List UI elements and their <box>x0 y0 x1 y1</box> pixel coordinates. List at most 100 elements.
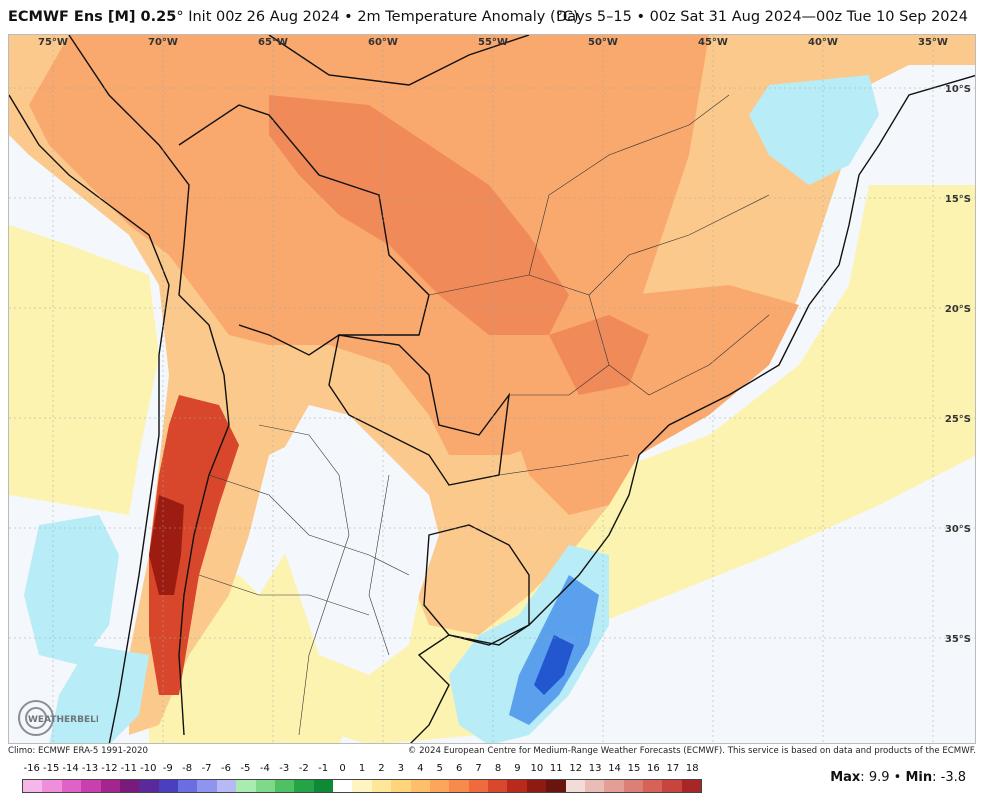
map-title: ECMWF Ens [M] 0.25° Init 00z 26 Aug 2024… <box>8 9 579 25</box>
color-scale-tick: -12 <box>101 763 118 774</box>
color-swatch <box>119 780 140 792</box>
color-scale-tick: 0 <box>339 763 346 774</box>
min-value: -3.8 <box>940 770 966 785</box>
color-swatch <box>294 780 314 792</box>
title-separator: • <box>344 9 353 25</box>
color-swatch <box>178 780 198 792</box>
color-swatch <box>313 780 333 792</box>
brazil-north-border <box>268 35 530 86</box>
color-swatch <box>449 780 469 792</box>
color-scale-tick: -6 <box>221 763 231 774</box>
lat-label-35s: 35°S <box>945 634 971 645</box>
lon-label-65w: 65°W <box>258 37 288 48</box>
lon-label-45w: 45°W <box>698 37 728 48</box>
pacific-coastline <box>9 94 170 743</box>
color-scale-tick: 11 <box>549 763 563 774</box>
color-scale-tick: 1 <box>358 763 366 774</box>
color-scale-tick: 14 <box>608 763 621 774</box>
color-scale-tick: -5 <box>240 763 251 774</box>
max-value: 9.9 <box>868 770 890 785</box>
state-line-7 <box>208 474 410 576</box>
min-label: Min <box>905 770 933 785</box>
header-bar: ECMWF Ens [M] 0.25° Init 00z 26 Aug 2024… <box>0 0 984 34</box>
anomaly-red-andes <box>149 395 239 695</box>
lat-label-25s: 25°S <box>945 414 971 425</box>
color-scale-tick: -10 <box>140 763 157 774</box>
credits-bar: Climo: ECMWF ERA-5 1991-2020 © 2024 Euro… <box>8 745 976 759</box>
color-swatch <box>197 780 217 792</box>
color-swatch <box>42 780 62 792</box>
color-scale-tick: -7 <box>201 763 212 774</box>
lon-label-55w: 55°W <box>478 37 508 48</box>
lon-label-60w: 60°W <box>368 37 398 48</box>
state-line-1 <box>428 194 770 296</box>
color-scale-tick: -2 <box>298 763 309 774</box>
color-scale-tick: 12 <box>569 763 583 774</box>
color-swatch <box>526 780 547 792</box>
color-scale-tick: -9 <box>162 763 173 774</box>
color-swatch <box>391 780 411 792</box>
color-scale-tick: -4 <box>259 763 270 774</box>
color-scale-tick: -11 <box>120 763 138 774</box>
anomaly-pale-blue-pacific <box>24 515 119 665</box>
color-scale-labels: -16 -15 -14 -13 -12 -11 -10 -9 -8 -7 -6 -5 -4 -3 -2 -1 0… <box>22 763 702 777</box>
color-swatch <box>236 780 256 792</box>
color-scale-tick: 2 <box>378 763 385 774</box>
state-line-6 <box>258 424 350 736</box>
anomaly-pale-yellow-pacific <box>9 225 159 515</box>
color-scale-tick: 8 <box>494 763 502 774</box>
color-scale-tick: 3 <box>397 763 405 774</box>
color-swatch <box>100 780 120 792</box>
model-name: ECMWF Ens [M] 0.25 <box>8 9 177 25</box>
lon-label-50w: 50°W <box>588 37 618 48</box>
graticule <box>9 35 975 743</box>
state-line-9 <box>368 474 390 656</box>
color-swatch <box>255 780 275 792</box>
lon-label-70w: 70°W <box>148 37 178 48</box>
country-borders <box>9 35 975 743</box>
color-swatch <box>371 780 392 792</box>
color-scale-tick: 13 <box>588 763 602 774</box>
max-min-stats: Max: 9.9 • Min: -3.8 <box>830 770 966 785</box>
color-swatch <box>139 780 159 792</box>
lat-label-15s: 15°S <box>945 194 971 205</box>
anomaly-pale-blue-south <box>49 645 149 743</box>
weatherbell-logo: WEATHERBELL <box>18 700 98 736</box>
color-scale-tick: 10 <box>530 763 544 774</box>
color-swatch <box>468 780 488 792</box>
state-line-2 <box>528 94 730 276</box>
color-scale-tick: 9 <box>514 763 521 774</box>
state-line-8 <box>198 574 370 616</box>
color-scale-bar <box>22 779 702 793</box>
color-swatch <box>681 780 702 792</box>
lon-label-75w: 75°W <box>38 37 68 48</box>
color-swatch <box>81 780 101 792</box>
color-swatch <box>158 780 178 792</box>
color-scale-tick: 17 <box>666 763 680 774</box>
color-scale-tick: 7 <box>475 763 482 774</box>
init-time: Init 00z 26 Aug 2024 <box>188 9 340 25</box>
stats-separator: • <box>893 770 902 785</box>
climo-credit: Climo: ECMWF ERA-5 1991-2020 <box>8 746 148 756</box>
color-scale-tick: -13 <box>81 763 99 774</box>
color-swatch <box>429 780 450 792</box>
color-swatch <box>216 780 237 792</box>
lat-label-30s: 30°S <box>945 524 971 535</box>
state-borders <box>198 94 770 736</box>
anomaly-deep-blue-atlantic <box>534 635 574 695</box>
color-swatch <box>274 780 295 792</box>
anomaly-deep-orange-2 <box>549 315 649 395</box>
ecmwf-credit: © 2024 European Centre for Medium-Range … <box>407 746 976 756</box>
logo-text: WEATHERBELL <box>28 715 98 725</box>
bolivia-border <box>178 104 430 356</box>
lat-label-10s: 10°S <box>945 84 971 95</box>
color-scale-tick: 18 <box>685 763 699 774</box>
variable-name: 2m Temperature Anomaly (°C) <box>357 9 579 25</box>
anomaly-deep-orange <box>269 95 569 335</box>
color-scale-tick: 6 <box>455 763 463 774</box>
color-swatch <box>546 780 566 792</box>
color-swatch <box>488 780 508 792</box>
longitude-labels: 75°W 70°W 65°W 60°W 55°W 50°W 45°W 40°W … <box>38 37 948 48</box>
color-swatch <box>643 780 663 792</box>
color-scale-tick: -14 <box>62 763 79 774</box>
